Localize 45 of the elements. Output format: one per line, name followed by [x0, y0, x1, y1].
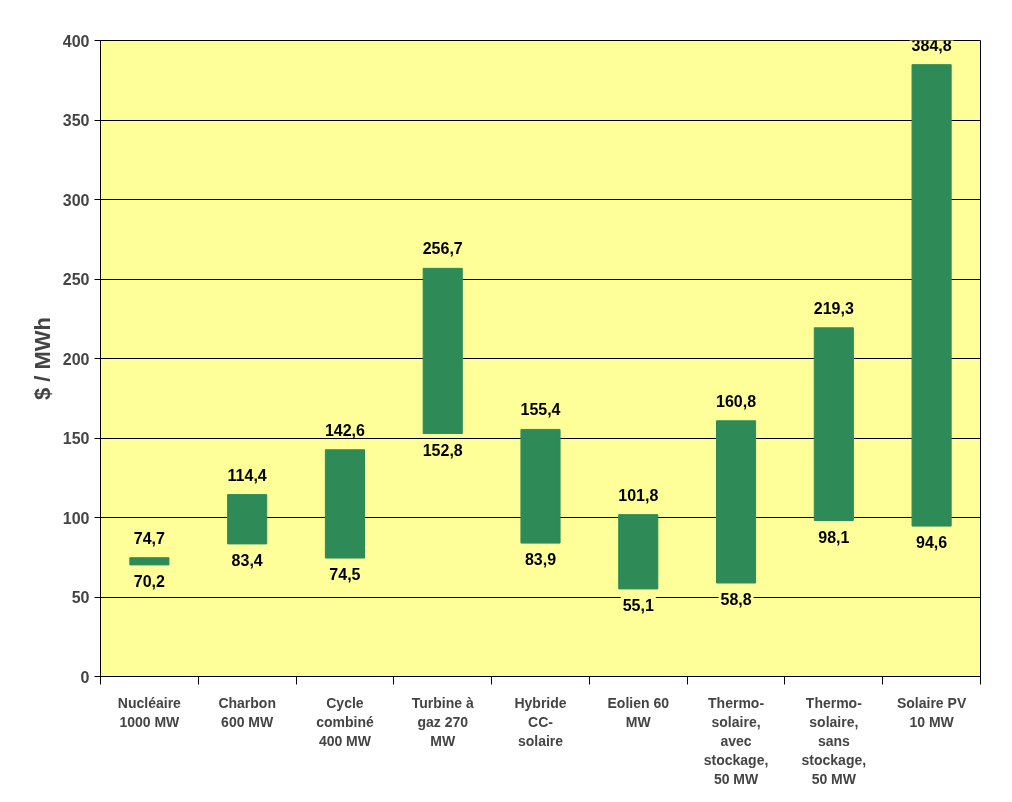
bar	[129, 557, 170, 566]
y-axis-title: $ / MWh	[29, 316, 55, 401]
annotation: 142,6	[324, 421, 366, 439]
y-tick-label: 150	[62, 430, 90, 447]
bar	[520, 428, 561, 544]
annotation: 55,1	[622, 596, 654, 614]
y-tick-label: 350	[62, 112, 90, 129]
bar	[618, 514, 659, 590]
bar	[422, 267, 463, 435]
bar	[716, 420, 757, 584]
y-tick-label: 300	[62, 191, 90, 209]
x-tick-label: Turbine à gaz 270 MW	[411, 694, 474, 749]
y-tick-label: 50	[71, 589, 90, 606]
annotation: 83,9	[524, 551, 557, 569]
annotation: 101,8	[618, 486, 659, 504]
bar	[324, 449, 365, 559]
y-tick-label: 200	[62, 350, 90, 368]
bar	[911, 64, 952, 527]
annotation: 74,7	[133, 529, 166, 547]
y-tick-label: 0	[80, 668, 90, 686]
bar	[813, 327, 854, 522]
annotation: 58,8	[720, 591, 752, 609]
y-tick-label: 400	[62, 32, 90, 50]
annotation: 83,4	[231, 551, 263, 569]
x-tick-label: Cycle combiné 400 MW	[316, 694, 374, 749]
x-tick-label: Thermo- solaire, avec stockage, 50 MW	[703, 694, 769, 788]
annotation: 98,1	[818, 528, 850, 546]
x-tick-label: Charbon 600 MW	[218, 694, 276, 730]
y-tick-label: 100	[62, 509, 90, 527]
bar	[227, 494, 268, 545]
annotation: 219,3	[813, 299, 854, 317]
y-tick-label: 250	[62, 271, 90, 288]
annotation: 160,8	[716, 392, 757, 410]
x-tick-label: Solaire PV 10 MW	[896, 694, 967, 730]
x-tick-label: Thermo- solaire, sans stockage, 50 MW	[801, 694, 867, 788]
x-tick-label: Eolien 60 MW	[607, 694, 670, 730]
annotation: 256,7	[422, 240, 463, 258]
x-tick-label: Nucléaire 1000 MW	[117, 694, 182, 730]
annotation: 70,2	[133, 572, 166, 590]
annotation: 114,4	[227, 466, 267, 484]
x-tick-label: Hybride CC- solaire	[514, 694, 567, 749]
annotation: 152,8	[422, 441, 463, 459]
annotation: 155,4	[520, 401, 561, 419]
annotation: 94,6	[916, 534, 948, 552]
annotation: 74,5	[329, 566, 361, 584]
